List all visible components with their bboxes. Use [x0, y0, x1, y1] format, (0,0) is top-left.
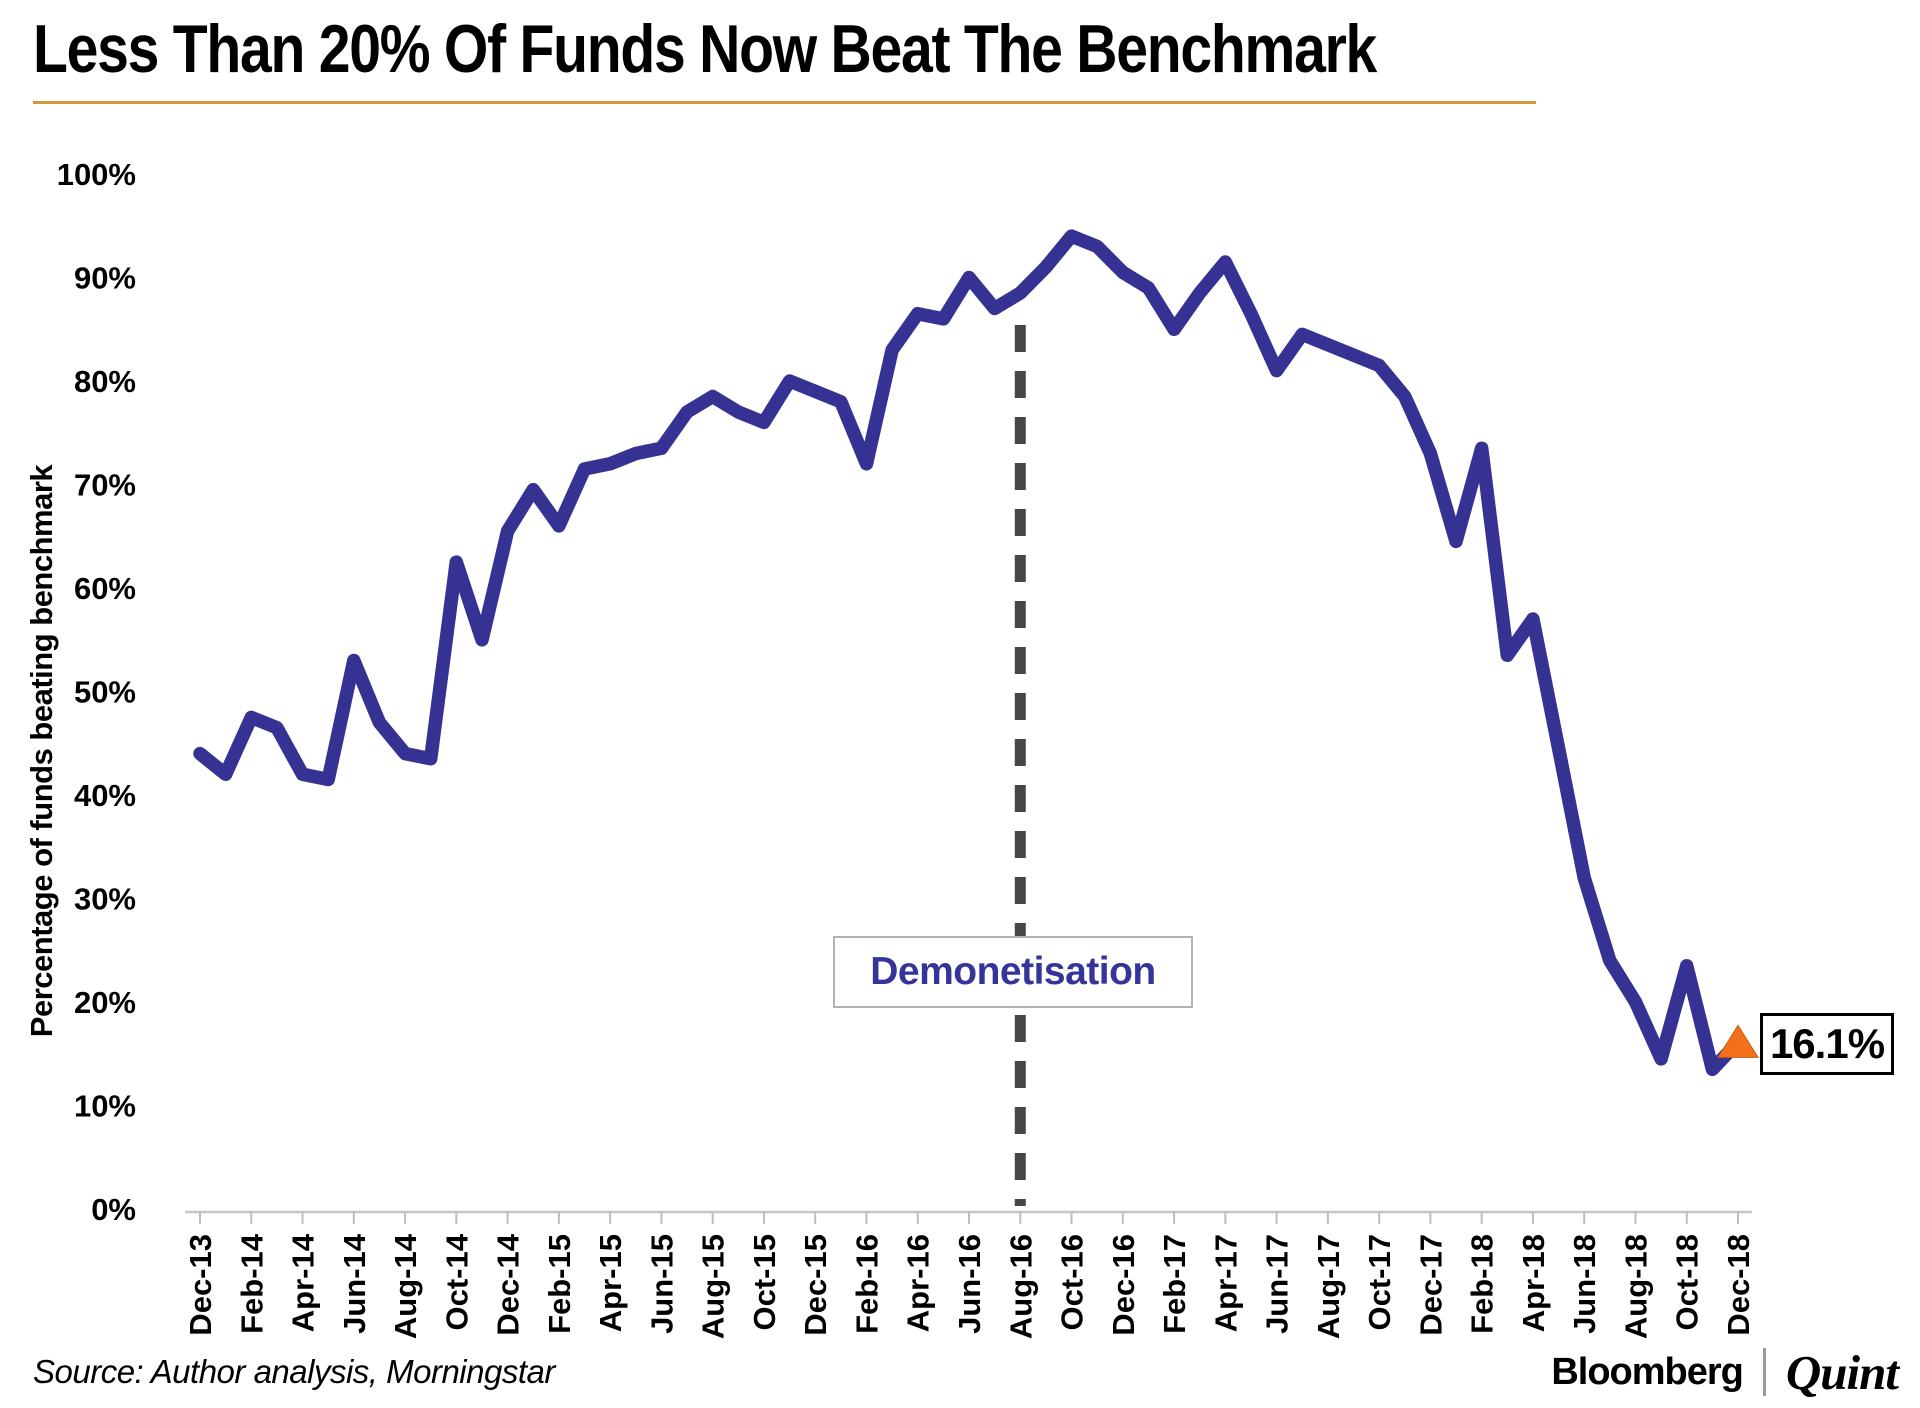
x-tick-label: Aug-17 [1311, 1234, 1346, 1339]
x-tick-label: Jun-17 [1260, 1234, 1295, 1334]
bloomberg-logo: Bloomberg [1551, 1350, 1744, 1393]
brand-logo: Bloomberg Quint [1551, 1344, 1899, 1400]
x-tick-label: Feb-15 [542, 1234, 577, 1334]
y-tick-label: 70% [74, 468, 136, 503]
x-tick-label: Dec-13 [183, 1234, 218, 1336]
y-tick-label: 90% [74, 261, 136, 296]
x-tick-label: Apr-17 [1208, 1234, 1243, 1332]
y-tick-label: 0% [91, 1192, 136, 1227]
title-divider [33, 101, 1536, 104]
page-title: Less Than 20% Of Funds Now Beat The Benc… [33, 11, 1377, 87]
x-tick-label: Apr-16 [901, 1234, 936, 1332]
y-tick-label: 50% [74, 675, 136, 710]
x-tick-label: Aug-18 [1618, 1234, 1653, 1339]
x-tick-label: Oct-17 [1362, 1234, 1397, 1330]
x-tick-label: Aug-14 [388, 1233, 423, 1339]
x-tick-label: Feb-17 [1157, 1234, 1192, 1334]
x-tick-label: Oct-14 [439, 1233, 474, 1330]
x-tick-label: Feb-18 [1465, 1234, 1500, 1334]
y-tick-label: 30% [74, 882, 136, 917]
quint-logo: Quint [1785, 1344, 1899, 1400]
x-tick-label: Feb-14 [234, 1233, 269, 1334]
logo-divider [1762, 1348, 1766, 1396]
x-tick-label: Jun-14 [337, 1233, 372, 1334]
x-tick-label: Dec-14 [491, 1233, 526, 1335]
x-tick-label: Oct-18 [1670, 1234, 1705, 1330]
end-value-label: 16.1% [1760, 1013, 1894, 1075]
x-tick-label: Apr-15 [593, 1234, 628, 1332]
y-tick-label: 100% [57, 157, 136, 192]
y-tick-label: 10% [74, 1089, 136, 1124]
x-tick-label: Aug-15 [696, 1234, 731, 1339]
y-tick-label: 60% [74, 571, 136, 606]
x-tick-label: Oct-16 [1055, 1234, 1090, 1330]
x-tick-label: Dec-18 [1721, 1234, 1756, 1336]
demonetisation-label: Demonetisation [833, 936, 1193, 1008]
series-line [193, 229, 1745, 1077]
x-tick-label: Aug-16 [1003, 1234, 1038, 1339]
x-tick-label: Apr-18 [1516, 1234, 1551, 1332]
y-tick-label: 80% [74, 364, 136, 399]
x-tick-label: Apr-14 [286, 1233, 321, 1332]
source-note: Source: Author analysis, Morningstar [33, 1353, 555, 1390]
y-tick-label: 20% [74, 985, 136, 1020]
x-tick-label: Jun-16 [952, 1234, 987, 1334]
x-tick-label: Dec-16 [1106, 1234, 1141, 1336]
x-tick-label: Dec-17 [1413, 1234, 1448, 1336]
x-tick-label: Jun-15 [644, 1234, 679, 1334]
y-tick-label: 40% [74, 778, 136, 813]
x-tick-label: Oct-15 [747, 1234, 782, 1330]
end-marker-triangle [1717, 1024, 1759, 1058]
x-tick-label: Dec-15 [798, 1234, 833, 1336]
x-tick-label: Feb-16 [849, 1234, 884, 1334]
x-tick-label: Jun-18 [1567, 1234, 1602, 1334]
